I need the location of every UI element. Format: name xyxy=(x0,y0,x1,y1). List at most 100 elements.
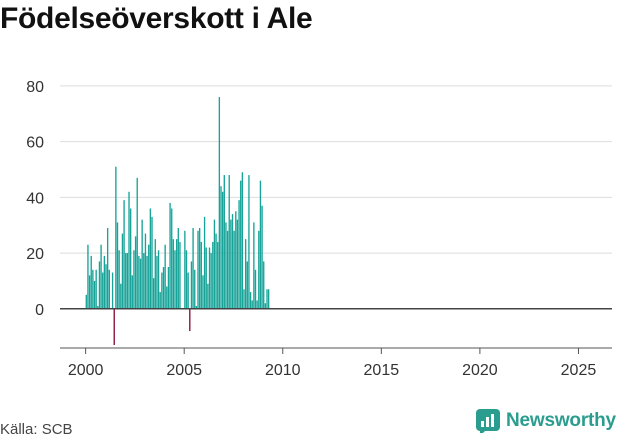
bar xyxy=(238,200,240,309)
bar xyxy=(218,97,221,309)
bar xyxy=(225,222,227,309)
bar xyxy=(184,230,186,309)
bar xyxy=(213,219,216,309)
x-tick-label: 2015 xyxy=(364,362,400,379)
bar xyxy=(230,219,232,309)
bar xyxy=(220,186,222,309)
bar xyxy=(100,244,102,309)
bar xyxy=(149,208,152,309)
bar xyxy=(175,239,178,309)
bar xyxy=(212,241,214,309)
bar xyxy=(267,289,270,309)
bar xyxy=(88,275,91,309)
bars xyxy=(85,97,270,345)
bar xyxy=(259,180,262,309)
bar xyxy=(152,278,155,309)
bar xyxy=(185,250,188,309)
bar xyxy=(194,269,196,309)
bar xyxy=(256,300,258,309)
bar xyxy=(125,253,127,309)
brand-name: Newsworthy xyxy=(506,410,616,431)
y-tick-labels: 0 20 40 60 80 xyxy=(26,79,44,319)
bar xyxy=(246,261,248,309)
bar xyxy=(263,261,265,309)
bar xyxy=(151,216,153,309)
bar xyxy=(172,239,175,309)
bar xyxy=(113,308,115,345)
bar xyxy=(121,233,124,309)
bar xyxy=(244,239,247,309)
bar xyxy=(208,247,211,309)
bar xyxy=(95,269,97,309)
bar xyxy=(236,219,239,309)
bar xyxy=(197,230,199,309)
bar xyxy=(261,205,263,309)
chart-title: Födelseöverskott i Ale xyxy=(0,2,313,35)
bar xyxy=(116,222,119,309)
bar xyxy=(174,250,176,309)
bar xyxy=(123,200,125,309)
x-tick-label: 2005 xyxy=(166,362,202,379)
bar xyxy=(248,175,250,309)
bar xyxy=(154,239,156,309)
bar xyxy=(258,230,260,309)
x-tick-label: 2000 xyxy=(68,362,104,379)
bar xyxy=(189,308,191,332)
bar xyxy=(169,202,171,309)
bar xyxy=(162,267,165,309)
bar xyxy=(253,222,255,309)
bar xyxy=(92,269,94,309)
bar xyxy=(171,208,173,309)
bar xyxy=(264,303,267,309)
bar xyxy=(200,241,202,309)
x-tick-label: 2025 xyxy=(561,362,597,379)
bar xyxy=(146,255,148,309)
bar xyxy=(228,175,230,309)
bar xyxy=(179,241,181,309)
bar xyxy=(129,208,132,309)
bar xyxy=(157,250,160,309)
y-tick-label: 40 xyxy=(26,190,44,207)
bar xyxy=(210,253,212,309)
bar xyxy=(133,250,135,309)
bar xyxy=(226,230,229,309)
bar xyxy=(205,247,207,309)
bar xyxy=(215,233,217,309)
y-tick-label: 60 xyxy=(26,135,44,152)
bar xyxy=(90,255,92,309)
bar xyxy=(111,272,114,309)
bar xyxy=(156,255,158,309)
y-tick-label: 80 xyxy=(26,79,44,96)
bar xyxy=(93,280,96,309)
bar xyxy=(241,172,244,309)
bar xyxy=(233,230,235,309)
bar xyxy=(235,211,237,309)
x-tick-label: 2010 xyxy=(265,362,301,379)
bar xyxy=(115,166,117,309)
bar xyxy=(118,250,120,309)
bar xyxy=(108,269,110,309)
bar xyxy=(143,253,145,309)
bar xyxy=(87,244,89,309)
bar xyxy=(161,272,163,309)
bar xyxy=(266,289,268,309)
bar xyxy=(120,283,122,309)
bar xyxy=(195,306,198,309)
bar xyxy=(203,216,206,309)
bar xyxy=(105,264,107,309)
bar xyxy=(148,244,150,309)
bar xyxy=(249,292,252,309)
bar xyxy=(207,283,209,309)
bar xyxy=(98,261,101,309)
bar xyxy=(136,177,138,309)
bar xyxy=(177,228,179,309)
bar xyxy=(134,236,137,309)
newsworthy-logo-icon xyxy=(476,409,500,433)
bar xyxy=(192,228,194,309)
y-tick-label: 0 xyxy=(35,302,44,319)
bar xyxy=(141,219,143,309)
bar xyxy=(167,267,170,309)
bar xyxy=(106,228,109,309)
bar xyxy=(190,261,193,309)
